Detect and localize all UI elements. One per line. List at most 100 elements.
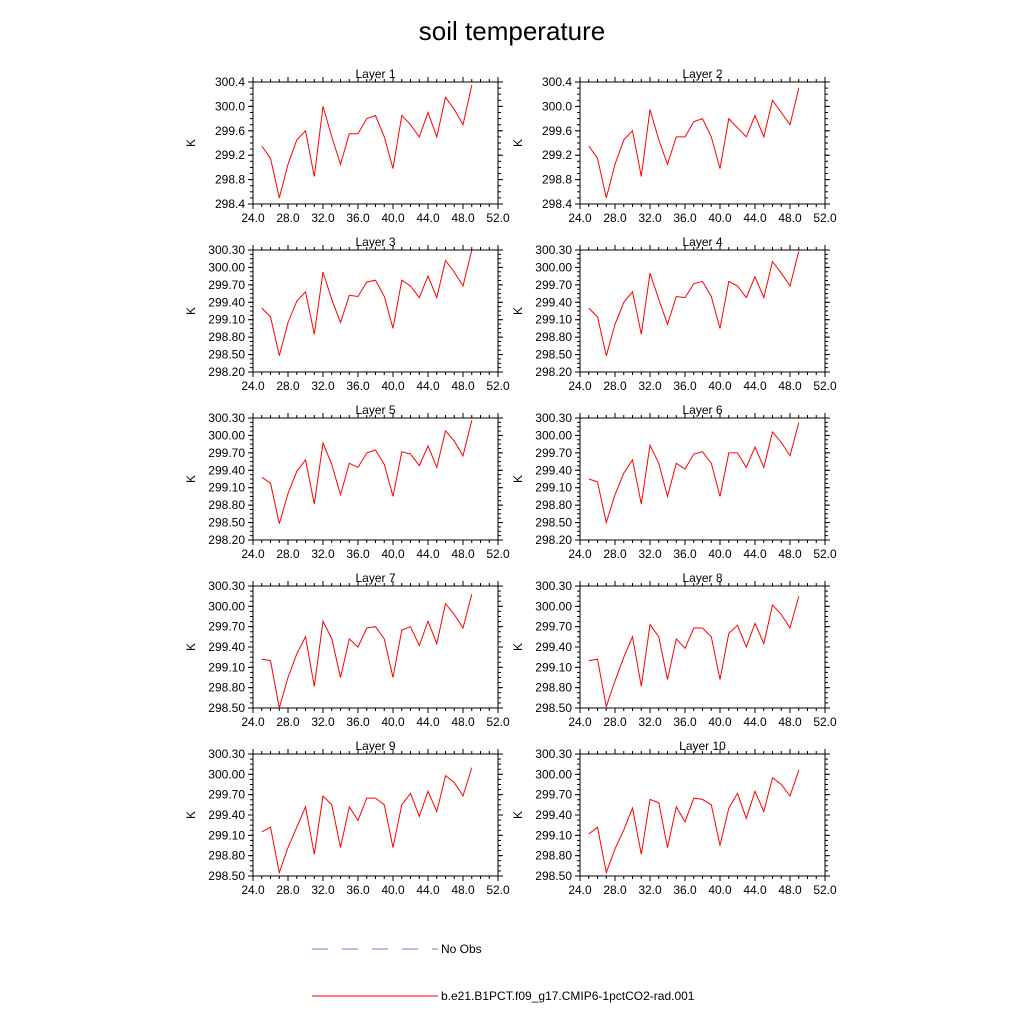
layer-7-x-tick-label: 44.0: [416, 715, 440, 729]
layer-9-panel: Layer 9 K 24.0 28.0 32.0 36.0 40.0 44.0 48.0 52.0…: [184, 739, 510, 897]
layer-5-y-tick-label: 299.70: [208, 446, 245, 460]
layer-6-x-tick-label: 36.0: [673, 547, 697, 561]
layer-3-y-tick-label: 298.20: [208, 365, 245, 379]
layer-7-y-tick-label: 298.80: [208, 681, 245, 695]
layer-9-y-tick-label: 299.40: [208, 808, 245, 822]
layer-9-title: Layer 9: [355, 739, 395, 753]
layer-1-x-tick-label: 52.0: [486, 211, 510, 225]
layer-8-y-axis-label: K: [511, 643, 525, 651]
layer-4-panel: Layer 4 K 24.0 28.0 32.0 36.0 40.0 44.0 48.0 52.0…: [511, 235, 837, 393]
layer-4-x-tick-label: 52.0: [813, 379, 837, 393]
layer-3-x-tick-label: 52.0: [486, 379, 510, 393]
layer-3-x-tick-label: 32.0: [311, 379, 335, 393]
layer-9-x-tick-label: 28.0: [276, 883, 300, 897]
layer-4-y-tick-label: 299.10: [535, 313, 572, 327]
layer-2-y-tick-label: 300.4: [542, 75, 572, 89]
layer-10-x-tick-label: 40.0: [708, 883, 732, 897]
layer-3-x-tick-label: 40.0: [381, 379, 405, 393]
layer-6-y-tick-label: 300.30: [535, 411, 572, 425]
layer-4-x-tick-label: 28.0: [603, 379, 627, 393]
layer-6-x-tick-label: 28.0: [603, 547, 627, 561]
layer-1-x-tick-label: 44.0: [416, 211, 440, 225]
layer-1-x-tick-label: 28.0: [276, 211, 300, 225]
layer-10-y-tick-label: 300.30: [535, 747, 572, 761]
layer-1-title: Layer 1: [355, 67, 395, 81]
layer-10-x-tick-label: 48.0: [778, 883, 802, 897]
layer-2-x-tick-label: 32.0: [638, 211, 662, 225]
layer-1-y-tick-label: 298.8: [215, 173, 245, 187]
layer-4-y-tick-label: 298.80: [535, 330, 572, 344]
layer-2-y-tick-label: 300.0: [542, 99, 572, 113]
layer-6-y-tick-label: 299.70: [535, 446, 572, 460]
layer-4-y-axis-label: K: [511, 307, 525, 315]
layer-6-y-tick-label: 298.80: [535, 498, 572, 512]
layer-5-x-tick-label: 48.0: [451, 547, 475, 561]
layer-8-x-tick-label: 28.0: [603, 715, 627, 729]
layer-7-x-tick-label: 24.0: [241, 715, 265, 729]
layer-8-panel: Layer 8 K 24.0 28.0 32.0 36.0 40.0 44.0 48.0 52.0…: [511, 571, 837, 729]
layer-10-x-tick-label: 36.0: [673, 883, 697, 897]
layer-2-series-line: [588, 87, 800, 199]
layer-6-x-tick-label: 52.0: [813, 547, 837, 561]
layer-8-y-tick-label: 300.30: [535, 579, 572, 593]
layer-2-title: Layer 2: [682, 67, 722, 81]
layer-1-y-tick-label: 300.4: [215, 75, 245, 89]
layer-3-panel: Layer 3 K 24.0 28.0 32.0 36.0 40.0 44.0 48.0 52.0…: [184, 235, 510, 393]
layer-3-x-tick-label: 28.0: [276, 379, 300, 393]
layer-10-title: Layer 10: [679, 739, 726, 753]
layer-5-x-tick-label: 24.0: [241, 547, 265, 561]
layer-4-series-line: [588, 251, 800, 356]
layer-5-panel: Layer 5 K 24.0 28.0 32.0 36.0 40.0 44.0 48.0 52.0…: [184, 403, 510, 561]
layer-9-y-axis-label: K: [184, 811, 198, 819]
layer-9-frame: [252, 753, 499, 877]
layer-5-y-axis-label: K: [184, 475, 198, 483]
layer-7-series-line: [261, 593, 473, 709]
layer-1-x-tick-label: 24.0: [241, 211, 265, 225]
layer-8-title: Layer 8: [682, 571, 722, 585]
layer-2-x-tick-label: 40.0: [708, 211, 732, 225]
layer-4-y-tick-label: 300.00: [535, 260, 572, 274]
layer-8-y-tick-label: 299.40: [535, 640, 572, 654]
layer-7-y-tick-label: 300.30: [208, 579, 245, 593]
layer-8-frame: [579, 585, 826, 709]
layer-6-x-tick-label: 24.0: [568, 547, 592, 561]
layer-7-x-tick-label: 28.0: [276, 715, 300, 729]
layer-1-y-tick-label: 299.2: [215, 148, 245, 162]
layer-4-x-tick-label: 24.0: [568, 379, 592, 393]
layer-8-x-tick-label: 48.0: [778, 715, 802, 729]
layer-8-y-tick-label: 299.10: [535, 660, 572, 674]
legend: No Obs b.e21.B1PCT.f09_g17.CMIP6-1pctCO2…: [312, 942, 695, 1003]
layer-6-y-tick-label: 299.10: [535, 481, 572, 495]
layer-7-x-tick-label: 52.0: [486, 715, 510, 729]
layer-8-x-tick-label: 24.0: [568, 715, 592, 729]
layer-10-y-axis-label: K: [511, 811, 525, 819]
layer-3-x-tick-label: 24.0: [241, 379, 265, 393]
layer-3-x-tick-label: 36.0: [346, 379, 370, 393]
layer-9-y-tick-label: 300.00: [208, 767, 245, 781]
layer-2-y-tick-label: 298.4: [542, 197, 572, 211]
layer-9-y-tick-label: 298.50: [208, 869, 245, 883]
layer-3-y-tick-label: 300.00: [208, 260, 245, 274]
layer-5-x-tick-label: 28.0: [276, 547, 300, 561]
layer-10-y-tick-label: 300.00: [535, 767, 572, 781]
layer-5-x-tick-label: 52.0: [486, 547, 510, 561]
layer-8-x-tick-label: 52.0: [813, 715, 837, 729]
layer-1-y-axis-label: K: [184, 139, 198, 147]
layer-5-x-tick-label: 40.0: [381, 547, 405, 561]
layer-2-y-tick-label: 299.6: [542, 124, 572, 138]
layer-3-title: Layer 3: [355, 235, 395, 249]
layer-1-frame: [252, 81, 499, 205]
layer-2-x-tick-label: 44.0: [743, 211, 767, 225]
layer-6-y-axis-label: K: [511, 475, 525, 483]
layer-8-y-tick-label: 298.50: [535, 701, 572, 715]
layer-10-x-tick-label: 24.0: [568, 883, 592, 897]
layer-5-y-tick-label: 298.80: [208, 498, 245, 512]
layer-7-frame: [252, 585, 499, 709]
layer-6-y-tick-label: 298.50: [535, 516, 572, 530]
layer-10-y-tick-label: 298.50: [535, 869, 572, 883]
panels: Layer 1 K 24.0 28.0 32.0 36.0 40.0 44.0 48.0 52.0…: [184, 67, 837, 897]
layer-9-x-tick-label: 32.0: [311, 883, 335, 897]
layer-7-x-tick-label: 32.0: [311, 715, 335, 729]
layer-6-y-tick-label: 300.00: [535, 428, 572, 442]
layer-4-y-tick-label: 299.70: [535, 278, 572, 292]
